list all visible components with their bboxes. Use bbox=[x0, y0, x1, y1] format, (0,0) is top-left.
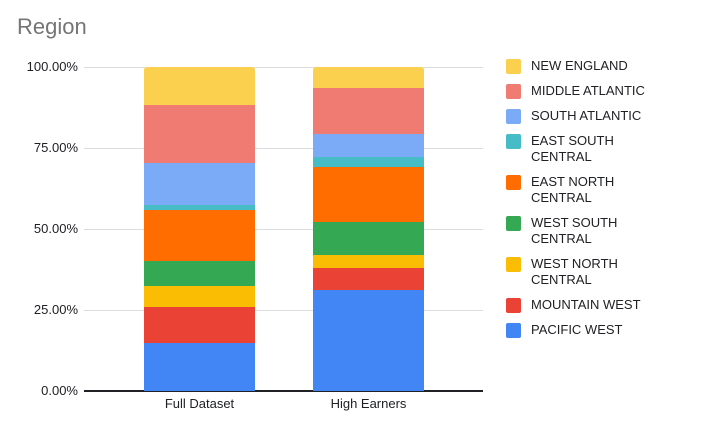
legend-label: WEST SOUTH CENTRAL bbox=[531, 215, 618, 246]
gridline bbox=[84, 310, 483, 311]
y-tick-label: 25.00% bbox=[33, 302, 78, 317]
bar-segment bbox=[144, 209, 255, 261]
bar-segment bbox=[313, 167, 424, 223]
legend-swatch bbox=[506, 216, 521, 231]
bar-segment bbox=[144, 260, 255, 286]
plot-area bbox=[84, 67, 483, 392]
legend-label: PACIFIC WEST bbox=[531, 322, 623, 337]
x-axis-line bbox=[84, 390, 483, 392]
legend-label: MOUNTAIN WEST bbox=[531, 297, 641, 312]
bar-segment bbox=[144, 307, 255, 344]
bar-segment bbox=[313, 254, 424, 269]
legend-item: EAST NORTH CENTRAL bbox=[506, 174, 698, 206]
legend-label: SOUTH ATLANTIC bbox=[531, 108, 642, 123]
gridline bbox=[84, 148, 483, 149]
gridline bbox=[84, 229, 483, 230]
legend-swatch bbox=[506, 298, 521, 313]
legend-item: WEST SOUTH CENTRAL bbox=[506, 215, 698, 247]
bar-segment bbox=[144, 343, 255, 391]
legend-swatch bbox=[506, 84, 521, 99]
legend: NEW ENGLAND MIDDLE ATLANTIC SOUTH ATLANTIC… bbox=[506, 58, 698, 338]
legend-item: MIDDLE ATLANTIC bbox=[506, 83, 698, 99]
legend-item: PACIFIC WEST bbox=[506, 322, 698, 338]
y-tick-label: 0.00% bbox=[41, 383, 78, 398]
legend-item: WEST NORTH CENTRAL bbox=[506, 256, 698, 288]
legend-swatch bbox=[506, 109, 521, 124]
bar-full-dataset bbox=[144, 67, 255, 391]
bar-segment bbox=[144, 67, 255, 105]
legend-label: MIDDLE ATLANTIC bbox=[531, 83, 645, 98]
gridline bbox=[84, 67, 483, 68]
legend-swatch bbox=[506, 257, 521, 272]
legend-label: EAST SOUTH CENTRAL bbox=[531, 133, 614, 164]
x-category-label: Full Dataset bbox=[164, 396, 235, 411]
bar-segment bbox=[144, 285, 255, 308]
y-tick-label: 100.00% bbox=[26, 59, 78, 74]
y-tick-label: 75.00% bbox=[33, 140, 78, 155]
bar-segment bbox=[313, 156, 424, 168]
bar-segment bbox=[144, 163, 255, 205]
bar-segment bbox=[144, 205, 255, 210]
legend-item: SOUTH ATLANTIC bbox=[506, 108, 698, 124]
bar-segment bbox=[313, 67, 424, 89]
legend-swatch bbox=[506, 323, 521, 338]
legend-swatch bbox=[506, 59, 521, 74]
bar-segment bbox=[313, 222, 424, 255]
legend-label: WEST NORTH CENTRAL bbox=[531, 256, 618, 287]
legend-item: MOUNTAIN WEST bbox=[506, 297, 698, 313]
bar-segment bbox=[313, 289, 424, 391]
bar-segment bbox=[313, 268, 424, 290]
legend-swatch bbox=[506, 134, 521, 149]
legend-label: EAST NORTH CENTRAL bbox=[531, 174, 615, 205]
x-category-label: High Earners bbox=[330, 396, 407, 411]
y-tick-label: 50.00% bbox=[33, 221, 78, 236]
legend-swatch bbox=[506, 175, 521, 190]
chart-title: Region bbox=[17, 14, 87, 39]
legend-item: NEW ENGLAND bbox=[506, 58, 698, 74]
bar-segment bbox=[313, 88, 424, 135]
bar-segment bbox=[313, 134, 424, 157]
legend-item: EAST SOUTH CENTRAL bbox=[506, 133, 698, 165]
bar-segment bbox=[144, 104, 255, 164]
legend-label: NEW ENGLAND bbox=[531, 58, 628, 73]
bar-high-earners bbox=[313, 67, 424, 391]
